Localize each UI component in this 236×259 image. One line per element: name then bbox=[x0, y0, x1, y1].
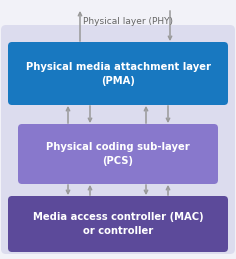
Text: Physical layer (PHY): Physical layer (PHY) bbox=[83, 18, 173, 26]
FancyBboxPatch shape bbox=[18, 124, 218, 184]
Text: Physical coding sub-layer
(PCS): Physical coding sub-layer (PCS) bbox=[46, 142, 190, 166]
Text: Media access controller (MAC)
or controller: Media access controller (MAC) or control… bbox=[33, 212, 203, 236]
FancyBboxPatch shape bbox=[8, 42, 228, 105]
FancyBboxPatch shape bbox=[1, 25, 235, 254]
FancyBboxPatch shape bbox=[8, 196, 228, 252]
Text: Physical media attachment layer
(PMA): Physical media attachment layer (PMA) bbox=[25, 61, 211, 85]
